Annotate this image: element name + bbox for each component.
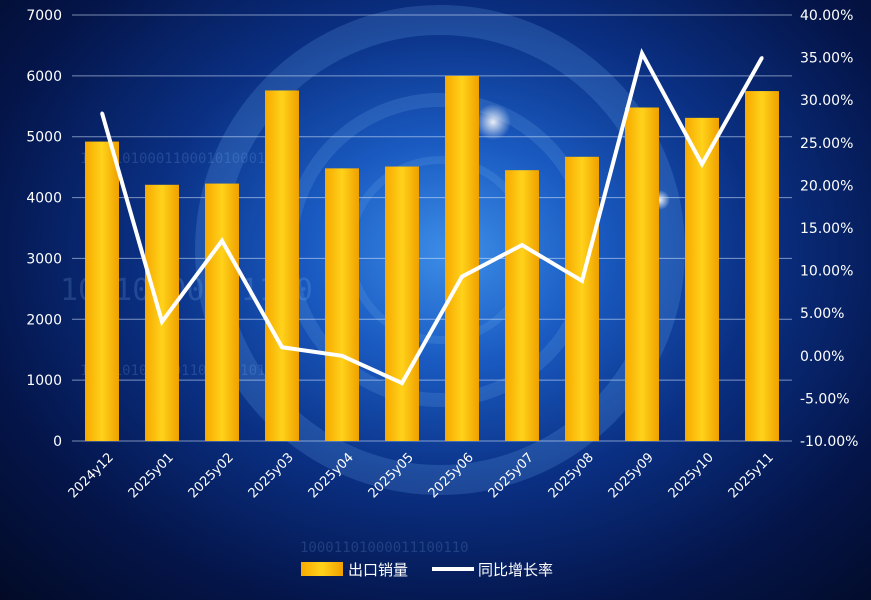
growth-rate-line xyxy=(100,47,764,386)
bar-2025y07 xyxy=(505,170,539,441)
bar-2025y05 xyxy=(385,166,419,441)
right-tick-label: 20.00% xyxy=(800,178,853,194)
line-point-2025y06 xyxy=(460,275,464,279)
left-axis-ticks: 0 1000 2000 3000 4000 5000 6000 7000 xyxy=(26,8,62,450)
line-point-2024y12 xyxy=(100,111,104,115)
bar-2025y08 xyxy=(565,156,599,441)
left-tick-label: 0 xyxy=(53,434,62,450)
right-tick-label: 35.00% xyxy=(800,51,853,67)
right-tick-label: 10.00% xyxy=(800,264,853,280)
right-tick-label: 30.00% xyxy=(800,93,853,109)
svg-text:10001101000011100110: 10001101000011100110 xyxy=(300,540,469,556)
left-tick-label: 6000 xyxy=(26,69,62,85)
svg-text:1010101000110001010001000: 1010101000110001010001000 xyxy=(80,151,291,167)
legend-line-label: 同比增长率 xyxy=(478,561,553,579)
line-point-2025y11 xyxy=(760,56,764,60)
bar-2025y11 xyxy=(745,91,779,442)
x-tick-label: 2025y02 xyxy=(186,450,237,501)
grid-lines xyxy=(72,14,792,442)
right-tick-label: 40.00% xyxy=(800,8,853,24)
x-tick-label: 2025y10 xyxy=(666,450,717,501)
bar-2025y10 xyxy=(685,117,719,441)
line-series-group xyxy=(100,47,764,386)
right-axis-ticks: -10.00% -5.00% 0.00% 5.00% 10.00% 15.00% 20.00… xyxy=(800,8,858,450)
right-tick-label: -10.00% xyxy=(800,434,858,450)
left-tick-label: 3000 xyxy=(26,251,62,267)
bar-2025y02 xyxy=(205,183,239,441)
bar-2025y03 xyxy=(265,90,299,441)
line-point-2025y08 xyxy=(580,279,584,283)
bar-2024y12 xyxy=(85,141,119,441)
bar-2025y01 xyxy=(145,184,179,441)
line-point-2025y07 xyxy=(520,243,524,247)
right-tick-label: 5.00% xyxy=(800,306,844,322)
legend: 出口销量 同比增长率 xyxy=(301,561,553,579)
left-tick-label: 1000 xyxy=(26,373,62,389)
line-point-2025y10 xyxy=(700,162,704,166)
line-point-2025y09 xyxy=(640,51,644,55)
bar-2025y09 xyxy=(625,107,659,441)
x-tick-label: 2025y03 xyxy=(246,450,297,501)
line-point-2025y02 xyxy=(220,239,224,243)
x-tick-label: 2025y09 xyxy=(606,450,657,501)
line-point-2025y03 xyxy=(280,345,284,349)
left-tick-label: 4000 xyxy=(26,191,62,207)
x-tick-label: 2024y12 xyxy=(66,450,117,501)
right-tick-label: 15.00% xyxy=(800,221,853,237)
bars-group xyxy=(85,75,779,442)
bar-2025y06 xyxy=(445,75,479,441)
right-tick-label: 0.00% xyxy=(800,349,844,365)
legend-bar-swatch xyxy=(301,562,343,576)
x-tick-label: 2025y11 xyxy=(726,450,777,501)
x-tick-label: 2025y01 xyxy=(126,450,177,501)
left-tick-label: 2000 xyxy=(26,312,62,328)
line-point-2025y01 xyxy=(160,320,164,324)
line-point-2025y04 xyxy=(340,354,344,358)
left-tick-label: 7000 xyxy=(26,8,62,24)
legend-bar-label: 出口销量 xyxy=(348,561,408,579)
right-tick-label: 25.00% xyxy=(800,136,853,152)
bar-2025y04 xyxy=(325,168,359,442)
line-point-2025y05 xyxy=(400,381,404,385)
right-tick-label: -5.00% xyxy=(800,391,850,407)
left-tick-label: 5000 xyxy=(26,130,62,146)
